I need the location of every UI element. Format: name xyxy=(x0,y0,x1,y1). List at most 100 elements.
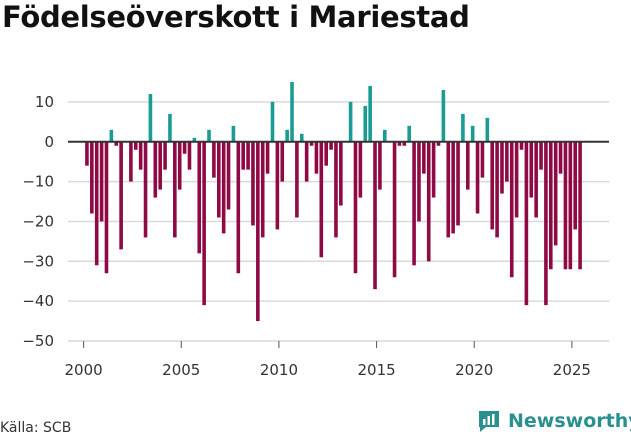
bar xyxy=(407,125,411,142)
bar xyxy=(236,141,241,274)
bar xyxy=(192,137,197,142)
bar xyxy=(475,141,480,214)
bar xyxy=(90,141,94,214)
bar xyxy=(133,141,138,150)
bar xyxy=(529,141,534,198)
bar xyxy=(299,133,304,142)
bar xyxy=(295,141,299,218)
bar xyxy=(402,141,407,146)
bar xyxy=(231,125,236,142)
y-tick-label: −40 xyxy=(22,292,54,310)
y-tick-label: −20 xyxy=(22,212,54,230)
bar xyxy=(544,141,548,306)
x-tick-label: 2025 xyxy=(553,361,591,379)
bar xyxy=(221,141,226,234)
bar xyxy=(158,141,162,190)
source-note: Källa: SCB xyxy=(0,420,72,436)
bar xyxy=(94,141,99,266)
bar xyxy=(153,141,158,198)
bar xyxy=(143,141,148,238)
newsworthy-icon xyxy=(479,411,499,432)
bar xyxy=(168,113,172,142)
y-tick-label: −50 xyxy=(22,332,54,350)
bar xyxy=(378,141,382,190)
y-tick-label: 0 xyxy=(44,133,54,151)
bar xyxy=(119,141,123,250)
y-tick-label: 10 xyxy=(35,93,54,111)
bar xyxy=(426,141,431,262)
bar xyxy=(324,141,328,166)
bar xyxy=(461,113,465,142)
newsworthy-logo[interactable]: Newsworthy xyxy=(476,408,631,434)
bar xyxy=(207,129,211,142)
bar xyxy=(392,141,397,278)
bar xyxy=(251,141,255,226)
bar xyxy=(85,141,89,166)
bar xyxy=(163,141,167,170)
bar xyxy=(456,141,460,226)
bar xyxy=(202,141,206,306)
bar xyxy=(329,141,333,150)
bar xyxy=(173,141,177,238)
brand-name: Newsworthy xyxy=(508,410,631,432)
bar xyxy=(465,141,470,190)
bar xyxy=(353,141,358,274)
bar xyxy=(573,141,578,230)
x-tick-label: 2020 xyxy=(455,361,493,379)
bar xyxy=(568,141,573,270)
axis-layer: 10 0 −10 −20 −30 −40 −50 2000 2005 2010 2015 2020 20… xyxy=(22,93,609,379)
bar xyxy=(363,105,368,142)
bar xyxy=(339,141,343,206)
bar xyxy=(524,141,529,306)
bar xyxy=(319,141,324,258)
bar xyxy=(138,141,143,170)
bar xyxy=(422,141,426,174)
bar xyxy=(382,129,387,142)
bar xyxy=(290,82,294,142)
bar xyxy=(446,141,451,238)
y-tick-label: −10 xyxy=(22,173,54,191)
bar xyxy=(539,141,543,170)
bar xyxy=(431,141,436,198)
bar xyxy=(241,141,245,170)
bar xyxy=(417,141,421,222)
bar xyxy=(495,141,499,238)
bar xyxy=(260,141,265,238)
bar xyxy=(265,141,270,174)
bar xyxy=(485,117,490,142)
bar xyxy=(280,141,285,182)
bar xyxy=(373,141,377,290)
bar xyxy=(197,141,202,254)
bar xyxy=(104,141,109,274)
bar xyxy=(397,141,402,146)
bar xyxy=(129,141,133,182)
bar xyxy=(246,141,250,170)
bar xyxy=(470,125,475,142)
bar xyxy=(309,141,314,146)
bar xyxy=(348,101,353,142)
bar xyxy=(182,141,187,154)
bar xyxy=(480,141,485,178)
bar xyxy=(148,93,153,142)
y-tick-label: −30 xyxy=(22,252,54,270)
bar xyxy=(358,141,363,198)
bar xyxy=(216,141,221,218)
bar xyxy=(285,129,289,142)
bar xyxy=(412,141,416,266)
bar xyxy=(509,141,514,278)
bar xyxy=(519,141,524,150)
bar xyxy=(114,141,119,146)
x-tick-label: 2015 xyxy=(357,361,395,379)
bar xyxy=(314,141,319,174)
bar xyxy=(177,141,182,190)
bar xyxy=(563,141,568,270)
bar xyxy=(368,85,372,142)
bar xyxy=(441,89,446,142)
bar xyxy=(256,141,260,322)
bar xyxy=(500,141,504,194)
x-tick-label: 2000 xyxy=(65,361,103,379)
bar xyxy=(270,101,275,142)
bar xyxy=(558,141,563,174)
bar xyxy=(490,141,495,230)
